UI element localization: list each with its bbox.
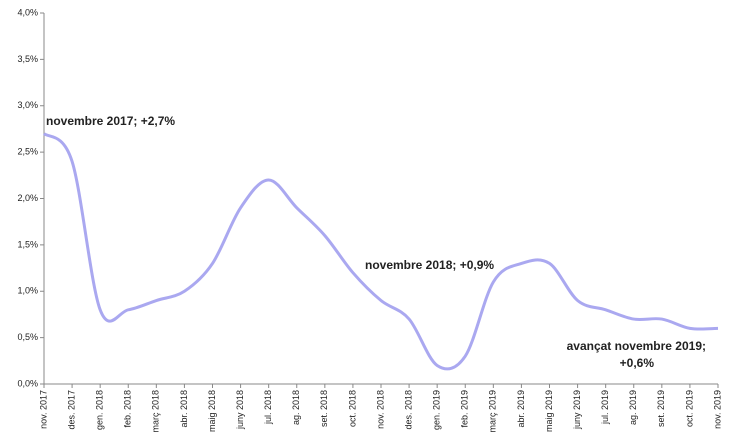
x-tick-label: jul. 2018 [263, 390, 273, 425]
annotation: novembre 2018; +0,9% [365, 258, 494, 272]
annotation: avançat novembre 2019; [567, 339, 706, 353]
x-tick-label: nov. 2019 [712, 390, 722, 429]
y-tick-label: 1,0% [17, 286, 38, 296]
x-tick-label: gen. 2019 [432, 390, 442, 430]
annotation: +0,6% [620, 356, 655, 370]
x-tick-label: oct. 2018 [347, 390, 357, 427]
y-tick-label: 2,0% [17, 193, 38, 203]
x-tick-label: feb. 2019 [460, 390, 470, 428]
x-tick-label: maig 2018 [207, 390, 217, 432]
x-tick-label: juny 2018 [235, 390, 245, 430]
y-tick-label: 4,0% [17, 7, 38, 17]
x-tick-label: abr. 2019 [516, 390, 526, 428]
line [42, 132, 719, 371]
x-tick-label: oct. 2019 [684, 390, 694, 427]
x-tick-label: nov. 2018 [375, 390, 385, 429]
y-tick-label: 0,5% [17, 332, 38, 342]
x-tick-label: gen. 2018 [95, 390, 105, 430]
x-tick-label: ag. 2019 [628, 390, 638, 425]
y-tick-label: 3,5% [17, 54, 38, 64]
x-tick-label: març 2018 [151, 390, 161, 433]
x-tick-label: set. 2018 [319, 390, 329, 427]
x-tick-label: des. 2017 [66, 390, 76, 430]
x-tick-label: set. 2019 [656, 390, 666, 427]
x-tick-label: jul. 2019 [600, 390, 610, 425]
x-tick-label: abr. 2018 [179, 390, 189, 428]
y-tick-label: 3,0% [17, 100, 38, 110]
x-tick-label: feb. 2018 [123, 390, 133, 428]
x-tick-label: des. 2018 [403, 390, 413, 430]
y-tick-label: 2,5% [17, 147, 38, 157]
x-tick-label: juny 2019 [572, 390, 582, 430]
x-tick-label: ag. 2018 [291, 390, 301, 425]
x-tick-label: nov. 2017 [38, 390, 48, 429]
annotation: novembre 2017; +2,7% [46, 114, 175, 128]
y-tick-label: 1,5% [17, 239, 38, 249]
x-tick-label: maig 2019 [544, 390, 554, 432]
x-tick-label: març 2019 [488, 390, 498, 433]
y-tick-label: 0,0% [17, 378, 38, 388]
